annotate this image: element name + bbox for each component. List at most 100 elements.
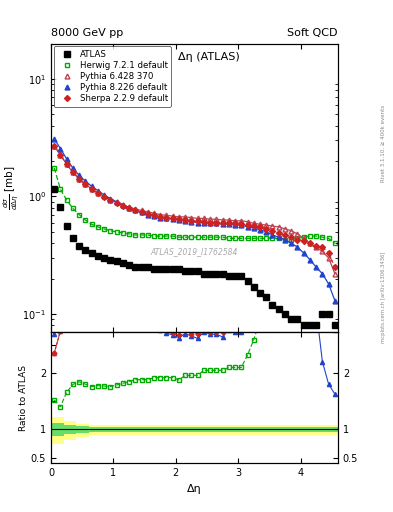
Pythia 6.428 370 xyxy=(145,209,150,215)
Sherpa 2.2.9 default xyxy=(258,224,263,230)
Pythia 6.428 370 xyxy=(176,214,181,220)
ATLAS xyxy=(308,322,312,328)
Pythia 8.226 default xyxy=(301,250,306,256)
Herwig 7.2.1 default xyxy=(127,231,131,237)
ATLAS xyxy=(89,250,94,256)
Pythia 6.428 370 xyxy=(89,186,94,192)
ATLAS xyxy=(152,266,156,272)
Pythia 6.428 370 xyxy=(283,226,287,232)
Pythia 6.428 370 xyxy=(83,181,88,187)
Sherpa 2.2.9 default xyxy=(301,238,306,244)
Pythia 6.428 370 xyxy=(102,194,107,200)
Sherpa 2.2.9 default xyxy=(320,244,325,250)
Herwig 7.2.1 default xyxy=(270,235,275,241)
ATLAS xyxy=(176,266,181,272)
Herwig 7.2.1 default xyxy=(189,234,194,240)
ATLAS xyxy=(239,273,244,279)
Sherpa 2.2.9 default xyxy=(214,220,219,226)
Sherpa 2.2.9 default xyxy=(83,181,88,187)
Sherpa 2.2.9 default xyxy=(133,207,138,214)
Pythia 8.226 default xyxy=(64,156,69,162)
Pythia 8.226 default xyxy=(214,220,219,226)
Pythia 6.428 370 xyxy=(245,219,250,225)
Pythia 6.428 370 xyxy=(139,207,144,214)
Pythia 6.428 370 xyxy=(133,206,138,212)
ATLAS xyxy=(95,253,100,259)
Pythia 8.226 default xyxy=(283,237,287,243)
ATLAS xyxy=(289,316,294,323)
Herwig 7.2.1 default xyxy=(276,235,281,241)
Sherpa 2.2.9 default xyxy=(108,197,113,203)
ATLAS xyxy=(145,264,150,270)
Text: Soft QCD: Soft QCD xyxy=(288,28,338,38)
ATLAS xyxy=(114,259,119,265)
Pythia 8.226 default xyxy=(202,220,206,226)
ATLAS xyxy=(64,223,69,229)
ATLAS xyxy=(170,266,175,272)
Sherpa 2.2.9 default xyxy=(64,161,69,167)
Line: Sherpa 2.2.9 default: Sherpa 2.2.9 default xyxy=(52,144,337,269)
Sherpa 2.2.9 default xyxy=(164,215,169,221)
Pythia 8.226 default xyxy=(239,222,244,228)
ATLAS xyxy=(320,311,325,317)
Pythia 8.226 default xyxy=(226,221,231,227)
Herwig 7.2.1 default xyxy=(102,226,107,232)
Text: Δη (ATLAS): Δη (ATLAS) xyxy=(178,52,240,62)
Sherpa 2.2.9 default xyxy=(283,232,287,238)
Sherpa 2.2.9 default xyxy=(289,234,294,240)
Sherpa 2.2.9 default xyxy=(95,190,100,197)
Pythia 8.226 default xyxy=(332,297,337,304)
Herwig 7.2.1 default xyxy=(133,232,138,238)
Sherpa 2.2.9 default xyxy=(183,217,187,223)
ATLAS xyxy=(226,273,231,279)
Herwig 7.2.1 default xyxy=(195,234,200,240)
ATLAS xyxy=(314,322,318,328)
Pythia 6.428 370 xyxy=(226,217,231,223)
Pythia 6.428 370 xyxy=(301,235,306,241)
ATLAS xyxy=(245,278,250,284)
Pythia 8.226 default xyxy=(195,220,200,226)
Pythia 8.226 default xyxy=(308,257,312,263)
Pythia 8.226 default xyxy=(289,240,294,246)
Herwig 7.2.1 default xyxy=(108,228,113,234)
Line: ATLAS: ATLAS xyxy=(51,186,338,328)
Sherpa 2.2.9 default xyxy=(139,209,144,216)
Pythia 6.428 370 xyxy=(208,216,213,222)
Pythia 8.226 default xyxy=(145,211,150,218)
Herwig 7.2.1 default xyxy=(164,233,169,239)
ATLAS xyxy=(270,302,275,308)
ATLAS xyxy=(127,262,131,268)
Line: Herwig 7.2.1 default: Herwig 7.2.1 default xyxy=(52,165,337,246)
Pythia 8.226 default xyxy=(158,215,163,221)
ATLAS xyxy=(258,290,263,296)
Herwig 7.2.1 default xyxy=(176,234,181,240)
Sherpa 2.2.9 default xyxy=(208,220,213,226)
Pythia 6.428 370 xyxy=(52,143,57,149)
ATLAS xyxy=(220,271,225,277)
Sherpa 2.2.9 default xyxy=(252,223,256,229)
Herwig 7.2.1 default xyxy=(308,233,312,239)
Pythia 6.428 370 xyxy=(120,202,125,208)
Pythia 8.226 default xyxy=(189,219,194,225)
Herwig 7.2.1 default xyxy=(170,233,175,239)
ATLAS xyxy=(264,294,269,300)
Pythia 6.428 370 xyxy=(58,152,63,158)
Pythia 6.428 370 xyxy=(164,212,169,219)
Herwig 7.2.1 default xyxy=(258,235,263,241)
Pythia 8.226 default xyxy=(164,216,169,222)
Sherpa 2.2.9 default xyxy=(120,203,125,209)
Pythia 8.226 default xyxy=(258,227,263,233)
Sherpa 2.2.9 default xyxy=(58,152,63,158)
Sherpa 2.2.9 default xyxy=(145,211,150,217)
Sherpa 2.2.9 default xyxy=(158,214,163,220)
Pythia 6.428 370 xyxy=(158,211,163,218)
Sherpa 2.2.9 default xyxy=(239,221,244,227)
Sherpa 2.2.9 default xyxy=(220,220,225,226)
Pythia 6.428 370 xyxy=(264,222,269,228)
ATLAS xyxy=(102,255,107,261)
Pythia 8.226 default xyxy=(139,209,144,216)
Sherpa 2.2.9 default xyxy=(332,264,337,270)
Pythia 6.428 370 xyxy=(326,255,331,261)
Herwig 7.2.1 default xyxy=(226,235,231,241)
ATLAS xyxy=(139,264,144,270)
